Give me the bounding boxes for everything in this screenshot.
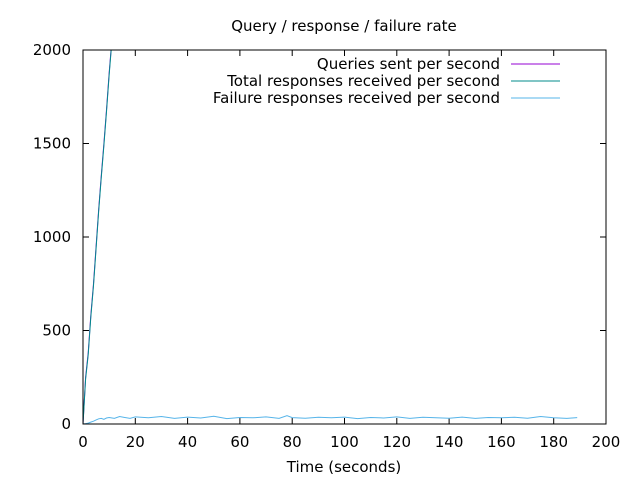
series-layer: [83, 50, 578, 424]
axis-ticks: 0 20 40 60 80 100 120 140 160 180 2000500100015002…: [33, 41, 621, 451]
x-tick-label: 160: [487, 433, 516, 451]
x-tick-label: 0: [78, 433, 88, 451]
legend-label: Failure responses received per second: [213, 89, 500, 107]
x-tick-label: 180: [539, 433, 568, 451]
x-axis-label: Time (seconds): [286, 458, 402, 476]
plot-frame: [82, 49, 607, 425]
series-line-3: [83, 415, 578, 424]
x-tick-label: 100: [330, 433, 359, 451]
x-tick-label: 80: [283, 433, 302, 451]
chart-title: Query / response / failure rate: [231, 17, 457, 35]
y-tick-label: 0: [61, 415, 71, 433]
x-tick-label: 20: [126, 433, 145, 451]
y-tick-label: 500: [42, 322, 71, 340]
x-tick-label: 60: [230, 433, 249, 451]
series-line-2: [83, 50, 112, 424]
legend-label: Total responses received per second: [226, 72, 500, 90]
legend-label: Queries sent per second: [317, 55, 500, 73]
y-tick-label: 1500: [33, 135, 71, 153]
x-tick-label: 120: [382, 433, 411, 451]
y-tick-label: 1000: [33, 228, 71, 246]
x-tick-label: 200: [592, 433, 621, 451]
x-tick-label: 40: [178, 433, 197, 451]
x-tick-label: 140: [435, 433, 464, 451]
y-tick-label: 2000: [33, 41, 71, 59]
